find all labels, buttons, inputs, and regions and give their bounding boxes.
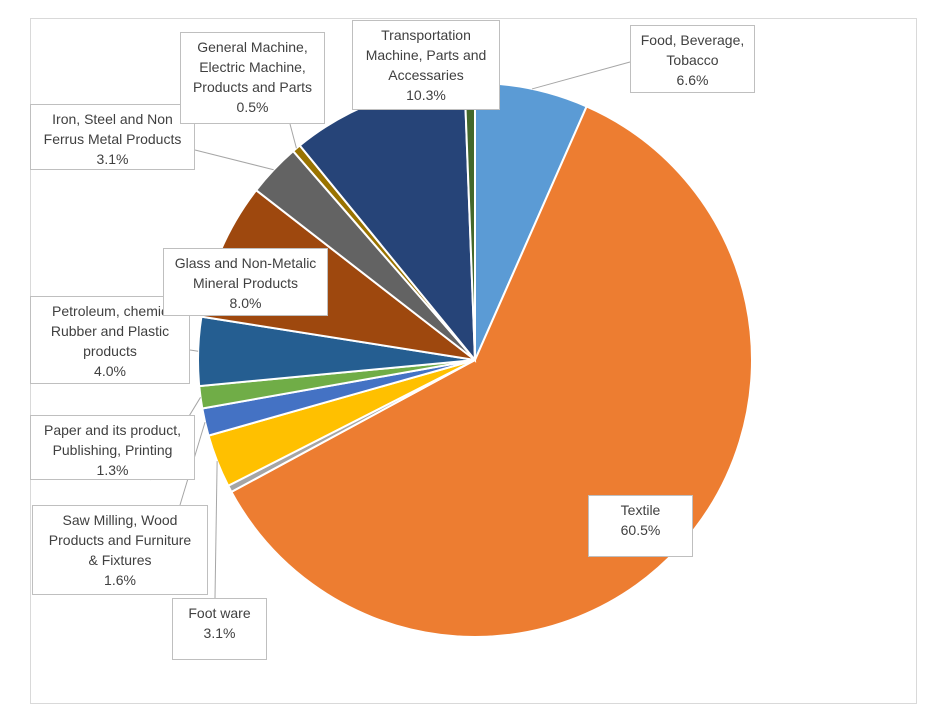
label-name: Petroleum, chemic Rubber and Plastic pro… [50,303,170,359]
data-label: Glass and Non-Metalic Mineral Products 8.… [163,248,328,316]
label-name: Saw Milling, Wood Products and Furniture… [48,512,192,568]
leader-line [194,149,274,171]
data-label: Transportation Machine, Parts and Access… [352,20,500,110]
data-label: Foot ware 3.1% [172,598,267,660]
data-label: Food, Beverage, Tobacco 6.6% [630,25,755,93]
label-value: 1.3% [96,462,129,478]
label-name: Iron, Steel and Non Ferrus Metal Product… [43,111,182,147]
leader-line [289,123,297,149]
data-label: Saw Milling, Wood Products and Furniture… [32,505,208,595]
data-label: Iron, Steel and Non Ferrus Metal Product… [30,104,195,170]
label-name: Paper and its product, Publishing, Print… [44,422,181,458]
label-value: 4.0% [94,363,126,379]
label-value: 3.1% [203,625,236,641]
label-name: Glass and Non-Metalic Mineral Products [174,255,317,291]
data-label: Textile 60.5% [588,495,693,557]
label-value: 1.6% [104,572,136,588]
label-value: 8.0% [229,295,262,311]
data-label: General Machine, Electric Machine, Produ… [180,32,325,124]
label-value: 60.5% [620,522,661,538]
data-label: Petroleum, chemic Rubber and Plastic pro… [30,296,190,384]
data-label: Paper and its product, Publishing, Print… [30,415,195,480]
label-name: Foot ware [188,605,251,621]
label-value: 3.1% [96,151,129,167]
label-value: 6.6% [676,72,709,88]
label-value: 0.5% [236,99,269,115]
label-value: 10.3% [406,87,446,103]
label-name: Textile [620,502,661,518]
label-name: General Machine, Electric Machine, Produ… [192,39,313,95]
leader-line [189,349,199,352]
label-name: Food, Beverage, Tobacco [640,32,745,68]
leader-line [531,61,631,90]
leader-line [214,461,218,599]
label-name: Transportation Machine, Parts and Access… [365,27,487,83]
